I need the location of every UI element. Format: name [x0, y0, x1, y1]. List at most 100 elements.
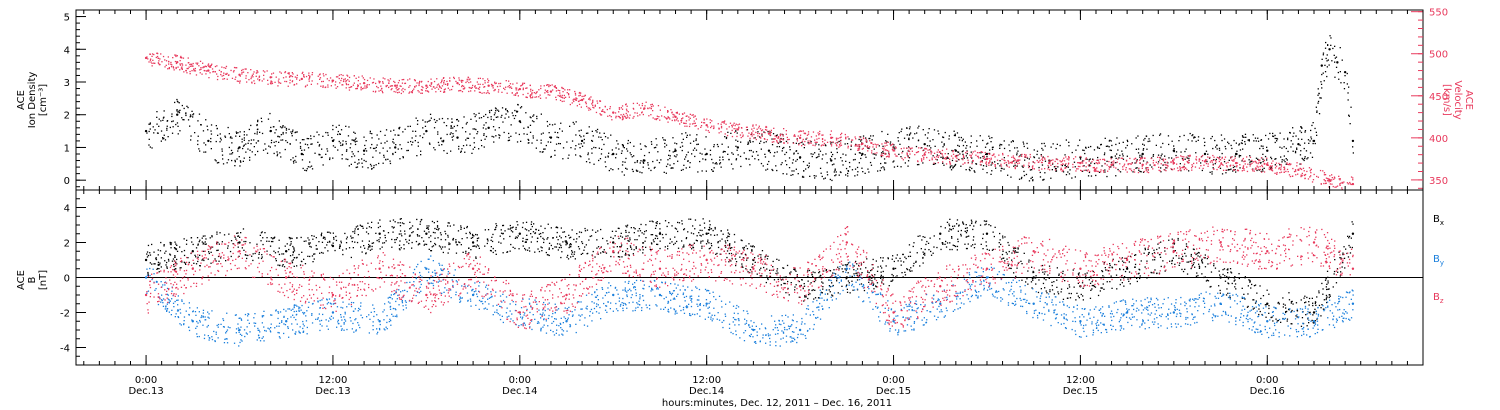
ion-density-series-dot	[956, 160, 958, 162]
ion-density-series-dot	[219, 137, 222, 139]
velocity-series-dot	[228, 74, 230, 76]
ion-density-series-dot	[543, 148, 545, 150]
velocity-series-dot	[645, 101, 647, 103]
ion-density-series-dot	[1090, 145, 1092, 148]
velocity-series-point	[487, 84, 490, 87]
ion-density-series-dot	[273, 152, 275, 155]
velocity-series-dot	[555, 96, 557, 98]
ion-density-series-dot	[526, 133, 528, 135]
velocity-series-dot	[1094, 170, 1096, 173]
bx-series-dot	[448, 243, 450, 246]
bx-series-dot	[568, 234, 570, 236]
bx-series-dot	[1115, 274, 1118, 276]
bx-series-dot	[399, 249, 401, 251]
velocity-series-dot	[624, 116, 627, 118]
ion-density-series-dot	[802, 161, 805, 163]
ion-density-series-dot	[1131, 143, 1133, 145]
ion-density-series-dot	[992, 146, 994, 148]
ion-density-series-dot	[242, 160, 244, 162]
ion-density-series-dot	[1324, 47, 1327, 49]
ion-density-series-dot	[858, 138, 860, 141]
ion-density-series-dot	[452, 139, 454, 141]
ion-density-series-dot	[672, 137, 674, 139]
bx-series-dot	[673, 243, 675, 246]
ion-density-series-dot	[598, 159, 600, 162]
velocity-series-dot	[945, 163, 948, 165]
velocity-series-dot	[284, 71, 287, 73]
ion-density-series-dot	[835, 174, 837, 176]
velocity-series-dot	[1210, 160, 1213, 162]
velocity-series-dot	[372, 90, 374, 93]
bx-series-dot	[465, 232, 467, 235]
velocity-series-dot	[427, 91, 430, 93]
velocity-series-dot	[1323, 172, 1326, 174]
velocity-series-dot	[387, 79, 389, 81]
ion-density-series-dot	[862, 171, 864, 173]
velocity-series-dot	[946, 156, 948, 158]
velocity-series-dot	[885, 156, 888, 158]
ion-density-series-dot	[270, 142, 273, 144]
velocity-series-dot	[634, 112, 636, 114]
velocity-series-dot	[1130, 170, 1133, 172]
velocity-series-dot	[766, 129, 768, 131]
bx-series-dot	[174, 247, 176, 249]
velocity-series-dot	[159, 63, 161, 66]
ion-density-series-dot	[433, 147, 435, 149]
ion-density-series-dot	[1249, 163, 1251, 165]
ion-density-series-dot	[1168, 143, 1170, 146]
ion-density-series-dot	[795, 168, 797, 170]
bx-series-dot	[1334, 259, 1336, 261]
velocity-series-dot	[928, 152, 930, 154]
bx-series-dot	[1154, 256, 1156, 259]
ion-density-series-dot	[172, 126, 174, 128]
velocity-series-dot	[627, 111, 629, 113]
ion-density-series-dot	[1348, 115, 1350, 117]
ion-density-series-dot	[999, 147, 1001, 149]
ion-density-series-dot	[1239, 155, 1242, 157]
ion-density-series-dot	[1274, 164, 1276, 166]
velocity-series-dot	[1060, 167, 1062, 169]
bx-series-dot	[754, 257, 756, 259]
velocity-series-dot	[776, 139, 778, 142]
ion-density-series-dot	[1069, 169, 1071, 171]
ion-density-series-dot	[189, 125, 191, 127]
velocity-series-dot	[829, 133, 832, 136]
velocity-series-dot	[345, 83, 347, 85]
ion-density-series-dot	[257, 140, 260, 142]
ion-density-series-dot	[664, 146, 666, 148]
velocity-series-dot	[508, 85, 510, 87]
ion-density-series-dot	[1338, 78, 1340, 80]
velocity-series-dot	[1152, 162, 1154, 164]
ion-density-series-dot	[1205, 150, 1208, 152]
velocity-series-dot	[1077, 165, 1080, 168]
ion-density-series-dot	[976, 140, 978, 142]
ion-density-series-dot	[615, 153, 618, 155]
ion-density-series-dot	[801, 141, 803, 144]
ion-density-series-dot	[280, 156, 282, 158]
velocity-series-dot	[1072, 163, 1074, 166]
velocity-series-dot	[682, 117, 684, 119]
ion-density-series-dot	[1132, 171, 1134, 173]
velocity-series-dot	[1025, 154, 1027, 156]
ion-density-series-dot	[1093, 162, 1096, 165]
bx-series-dot	[217, 255, 220, 258]
ion-density-series-dot	[674, 150, 676, 153]
velocity-series-dot	[321, 80, 323, 83]
velocity-series-dot	[801, 140, 804, 142]
ion-density-series-dot	[1281, 147, 1283, 149]
ion-density-series-dot	[579, 155, 581, 157]
bx-series-dot	[578, 231, 581, 233]
velocity-series-dot	[409, 91, 411, 93]
ion-density-series-dot	[1310, 129, 1312, 132]
ion-density-series-dot	[295, 155, 297, 158]
ion-density-series-dot	[205, 144, 207, 146]
ion-density-series-dot	[807, 166, 810, 169]
ion-density-series-dot	[1023, 174, 1026, 177]
bx-series-dot	[1045, 279, 1047, 281]
velocity-series-dot	[1180, 155, 1182, 157]
ion-density-series-dot	[926, 145, 929, 147]
ion-density-series-dot	[944, 131, 946, 134]
ion-density-series-dot	[1300, 150, 1302, 152]
velocity-series-dot	[706, 118, 708, 120]
